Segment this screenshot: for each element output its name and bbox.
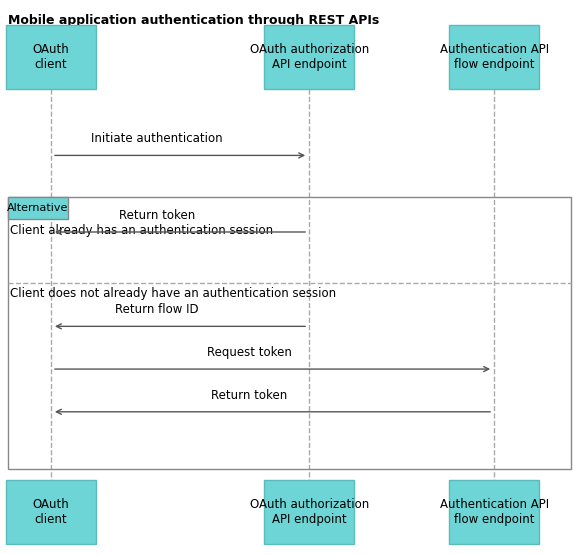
Text: OAuth
client: OAuth client (32, 498, 69, 526)
FancyBboxPatch shape (6, 480, 95, 544)
Text: Return flow ID: Return flow ID (115, 304, 199, 316)
Text: OAuth
client: OAuth client (32, 43, 69, 71)
Text: OAuth authorization
API endpoint: OAuth authorization API endpoint (250, 43, 369, 71)
Text: Mobile application authentication through REST APIs: Mobile application authentication throug… (8, 14, 379, 27)
FancyBboxPatch shape (6, 25, 95, 89)
FancyBboxPatch shape (265, 25, 354, 89)
Text: Return token: Return token (212, 389, 287, 402)
Text: Initiate authentication: Initiate authentication (91, 133, 223, 145)
Text: Client does not already have an authentication session: Client does not already have an authenti… (10, 287, 336, 300)
FancyBboxPatch shape (450, 480, 539, 544)
Text: Alternative: Alternative (7, 203, 69, 213)
Text: Request token: Request token (207, 346, 292, 359)
FancyBboxPatch shape (265, 480, 354, 544)
Text: Authentication API
flow endpoint: Authentication API flow endpoint (440, 498, 549, 526)
Text: OAuth authorization
API endpoint: OAuth authorization API endpoint (250, 498, 369, 526)
FancyBboxPatch shape (450, 25, 539, 89)
Text: Authentication API
flow endpoint: Authentication API flow endpoint (440, 43, 549, 71)
FancyBboxPatch shape (8, 197, 68, 219)
Text: Return token: Return token (119, 209, 195, 222)
Text: Client already has an authentication session: Client already has an authentication ses… (10, 224, 273, 236)
